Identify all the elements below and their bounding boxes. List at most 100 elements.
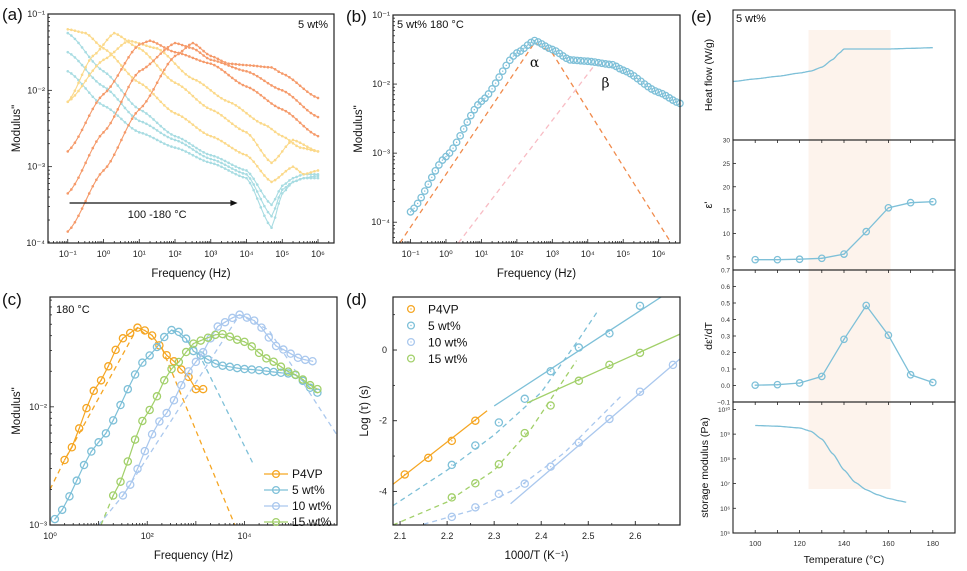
data-point (160, 332, 169, 342)
data-point (159, 52, 163, 55)
data-point (205, 86, 209, 89)
data-point (169, 395, 179, 405)
data-point (137, 43, 141, 46)
legend-marker (271, 517, 281, 527)
data-point (445, 149, 454, 157)
data-point (795, 255, 804, 264)
data-point (298, 146, 302, 149)
data-point (127, 39, 130, 43)
data-point (134, 40, 137, 44)
x-tick-label: 10⁰ (97, 249, 111, 259)
data-point-center (578, 441, 580, 444)
data-point-center (302, 378, 304, 381)
data-point-center (163, 379, 165, 381)
data-point (288, 93, 291, 96)
data-point-center (195, 388, 197, 390)
data-point (148, 124, 152, 128)
data-point (280, 173, 284, 176)
x-tick-label: 10¹ (133, 249, 146, 259)
data-point (313, 169, 316, 173)
data-point (259, 93, 263, 97)
data-point-center (136, 468, 139, 470)
data-point (203, 355, 213, 364)
arrhenius-fit-line (393, 410, 488, 485)
data-point (298, 177, 302, 181)
data-point (263, 214, 266, 218)
data-point (141, 42, 145, 45)
data-point (95, 51, 98, 55)
data-point (91, 184, 95, 188)
data-point (73, 141, 77, 144)
data-point (273, 158, 277, 162)
data-point (105, 106, 109, 109)
data-point (259, 206, 263, 209)
data-point (77, 30, 80, 33)
data-point (284, 182, 288, 185)
x-tick-label: 10⁴ (240, 249, 254, 259)
data-point-center (474, 444, 477, 447)
data-point (177, 113, 180, 116)
data-point (230, 122, 234, 126)
data-point (188, 43, 191, 47)
data-point (134, 117, 137, 120)
data-point (245, 131, 248, 134)
data-point (471, 479, 480, 488)
legend-marker-center (275, 473, 277, 475)
data-point (427, 173, 436, 182)
data-point-center (185, 351, 187, 353)
data-point-center (633, 75, 635, 77)
data-point-center (451, 440, 453, 442)
data-point-center (207, 337, 209, 339)
data-point (152, 136, 155, 140)
data-point (130, 76, 134, 79)
data-point (195, 146, 198, 150)
data-point (70, 188, 73, 191)
data-point (216, 94, 220, 98)
data-point (80, 84, 84, 88)
data-point (137, 119, 141, 123)
data-point (266, 158, 270, 162)
data-point (302, 173, 306, 176)
data-point-center (71, 446, 73, 448)
data-point (188, 75, 191, 79)
data-point-center (608, 364, 611, 366)
data-point-center (187, 370, 190, 373)
data-point-center (672, 364, 674, 366)
data-point (120, 44, 123, 47)
data-point-center (268, 336, 270, 339)
data-point (213, 59, 216, 62)
data-point (70, 53, 73, 56)
y-tick-label: 10¹⁰ (718, 406, 730, 414)
data-point (120, 100, 123, 104)
data-point-center (798, 258, 801, 260)
x-tick-label: 10⁻¹ (402, 249, 420, 259)
data-point (410, 204, 418, 213)
data-point (166, 143, 170, 147)
data-point (295, 99, 298, 102)
data-point (66, 192, 70, 195)
data-point-center (85, 407, 88, 409)
data-point (248, 64, 252, 67)
data-point (95, 101, 98, 105)
data-point (141, 131, 145, 135)
data-point (177, 42, 180, 46)
data-point (276, 362, 286, 371)
data-point (302, 176, 306, 180)
data-point (238, 127, 241, 131)
data-point (162, 133, 166, 137)
data-point (177, 147, 180, 150)
data-point (108, 491, 118, 500)
data-point (252, 72, 255, 76)
data-point-center (420, 196, 422, 199)
data-point (162, 127, 166, 131)
data-point-center (608, 332, 611, 335)
data-point (195, 58, 198, 61)
data-point (184, 53, 188, 57)
data-point (209, 108, 213, 111)
data-point (259, 121, 263, 125)
data-point (247, 342, 257, 351)
data-point (447, 493, 457, 502)
data-point-center (119, 404, 122, 406)
data-point (295, 81, 298, 85)
x-tick-label: 10⁵ (275, 249, 289, 259)
